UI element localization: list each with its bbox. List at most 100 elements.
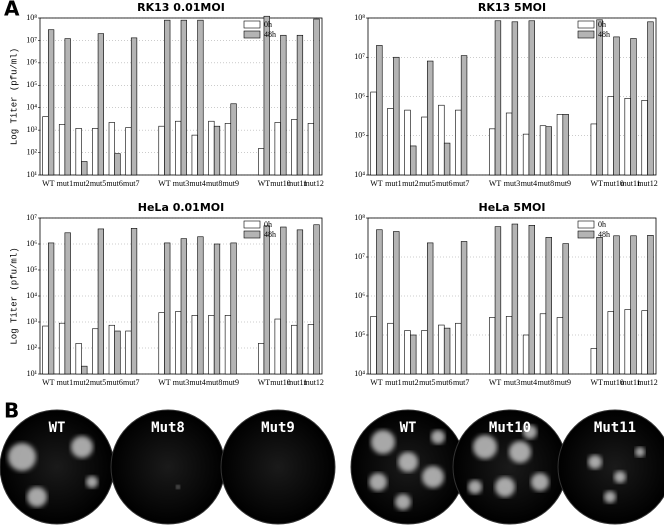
bar — [158, 125, 165, 176]
bar — [280, 226, 287, 375]
x-tick-label: mut8 — [206, 378, 222, 387]
plaque — [86, 476, 98, 488]
bar — [522, 133, 530, 176]
bar — [213, 243, 221, 375]
bar — [647, 235, 654, 375]
plaque — [27, 487, 47, 507]
plate-label: Mut9 — [261, 420, 295, 436]
bar — [630, 235, 637, 375]
bar — [307, 123, 315, 176]
bar — [505, 112, 513, 176]
x-tick-label: mut11 — [287, 378, 307, 387]
bar — [596, 236, 603, 375]
x-tick-label: WT — [489, 179, 502, 188]
bar — [58, 322, 66, 375]
plaque — [176, 485, 180, 489]
bar — [455, 109, 462, 176]
bar — [511, 21, 519, 176]
bar — [263, 225, 270, 375]
plaque — [468, 480, 482, 494]
bar — [410, 334, 417, 375]
y-tick-label: 10¹ — [27, 170, 38, 179]
y-tick-label: 10⁶ — [354, 291, 365, 300]
chart-title: HeLa 5MOI — [479, 201, 546, 214]
x-tick-label: mut9 — [555, 378, 571, 387]
bar — [421, 116, 428, 176]
plaque — [395, 494, 411, 510]
bar — [528, 20, 536, 176]
x-tick-label: mut1 — [385, 179, 401, 188]
bar — [291, 119, 298, 176]
x-tick-label: mut5 — [90, 179, 106, 188]
x-tick-label: WT — [158, 179, 171, 188]
bar — [258, 148, 265, 176]
x-tick-label: mut7 — [123, 378, 139, 387]
y-tick-label: 10⁶ — [26, 239, 37, 248]
legend-swatch — [243, 230, 261, 239]
x-tick-label: WT — [42, 179, 55, 188]
plaque — [422, 466, 444, 488]
bar — [296, 229, 304, 375]
bar — [613, 36, 620, 176]
x-tick-label: mut6 — [106, 378, 122, 387]
bar — [647, 21, 654, 176]
bar — [108, 122, 115, 176]
bar — [92, 128, 99, 176]
legend-swatch — [243, 20, 261, 29]
x-tick-label: mut11 — [287, 179, 307, 188]
y-tick-label: 10⁷ — [354, 52, 365, 61]
chart-title: HeLa 0.01MOI — [138, 201, 224, 214]
plate-label: Mut10 — [489, 420, 531, 436]
plaque — [431, 430, 445, 444]
bar — [443, 327, 451, 375]
y-axis-label: Log Titer (pfu/ml) — [9, 247, 19, 344]
x-tick-label: mut8 — [206, 179, 222, 188]
bar — [370, 91, 377, 176]
plaque — [588, 455, 602, 469]
bar — [224, 315, 232, 375]
bar — [438, 324, 445, 375]
x-tick-label: mut4 — [521, 378, 537, 387]
y-axis-label: Log Titer (pfu/ml) — [9, 48, 19, 145]
bar — [197, 19, 204, 176]
x-tick-label: mut8 — [538, 378, 554, 387]
x-tick-label: mut7 — [453, 179, 469, 188]
x-tick-label: mut11 — [621, 378, 641, 387]
x-tick-label: mut7 — [123, 179, 139, 188]
bar — [455, 322, 462, 375]
x-tick-label: WT — [590, 179, 603, 188]
bar — [263, 15, 270, 176]
x-tick-label: mut2 — [402, 179, 418, 188]
bar — [64, 38, 71, 176]
x-tick-label: mut10 — [270, 179, 290, 188]
x-tick-label: mut1 — [57, 179, 73, 188]
x-tick-label: WT — [489, 378, 502, 387]
y-tick-label: 10⁶ — [354, 91, 365, 100]
bar — [426, 242, 434, 375]
plate-label: Mut8 — [151, 420, 185, 436]
bar — [539, 313, 547, 375]
bar — [607, 96, 614, 176]
legend-label: 48h — [264, 30, 276, 39]
bar — [387, 108, 394, 176]
bar — [47, 242, 55, 375]
bar — [81, 365, 88, 375]
panel-label: B — [4, 399, 19, 423]
bar — [505, 316, 513, 375]
bar — [562, 114, 569, 176]
plate-label: WT — [49, 420, 66, 436]
plaque — [523, 425, 537, 439]
y-tick-label: 10⁸ — [354, 213, 365, 222]
x-tick-label: mut1 — [57, 378, 73, 387]
plate — [557, 409, 664, 525]
y-tick-label: 10⁵ — [26, 80, 37, 89]
bar — [274, 318, 281, 375]
bar — [97, 228, 104, 375]
chart-title: RK13 5MOI — [478, 1, 546, 14]
bar — [47, 29, 55, 176]
y-tick-label: 10³ — [27, 317, 38, 326]
bar — [208, 120, 215, 176]
panel-label: A — [4, 0, 20, 21]
bar — [641, 310, 648, 375]
x-tick-label: mut6 — [436, 179, 452, 188]
